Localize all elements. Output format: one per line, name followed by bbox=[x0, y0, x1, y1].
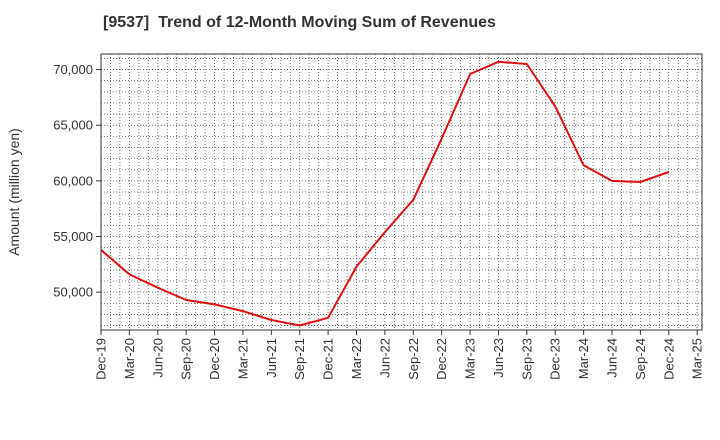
x-tick-label: Dec-23 bbox=[548, 338, 563, 380]
x-tick-label: Mar-24 bbox=[576, 338, 591, 379]
x-tick-label: Mar-22 bbox=[349, 338, 364, 379]
grid-lines bbox=[101, 54, 702, 330]
x-tick-label: Dec-19 bbox=[94, 338, 109, 380]
series-line bbox=[100, 60, 670, 327]
x-tick-label: Dec-22 bbox=[434, 338, 449, 380]
x-tick-label: Sep-24 bbox=[633, 338, 648, 380]
x-tick-label: Jun-21 bbox=[264, 338, 279, 378]
x-tick-label: Mar-25 bbox=[690, 338, 705, 379]
chart-title: [9537] Trend of 12-Month Moving Sum of R… bbox=[103, 14, 496, 31]
plot-area-frame bbox=[100, 53, 703, 331]
x-tick-label: Mar-21 bbox=[235, 338, 250, 379]
y-tick-label: 50,000 bbox=[53, 285, 93, 300]
x-tick-label: Jun-24 bbox=[605, 338, 620, 378]
x-tick-label: Mar-23 bbox=[463, 338, 478, 379]
x-tick-label: Jun-22 bbox=[377, 338, 392, 378]
x-tick-label: Jun-23 bbox=[491, 338, 506, 378]
x-tick-label: Mar-20 bbox=[122, 338, 137, 379]
y-tick-label: 70,000 bbox=[53, 62, 93, 77]
y-tick-label: 65,000 bbox=[53, 118, 93, 133]
x-tick-label: Dec-24 bbox=[661, 338, 676, 380]
series-layer bbox=[100, 60, 670, 327]
x-tick-label: Sep-22 bbox=[406, 338, 421, 380]
x-tick-label: Jun-20 bbox=[150, 338, 165, 378]
x-tick-label: Dec-21 bbox=[321, 338, 336, 380]
x-axis-ticks: Dec-19 Mar-20 Jun-20 Sep-20 Dec-20 Mar-21 Jun-… bbox=[94, 330, 705, 380]
x-tick-label: Sep-23 bbox=[519, 338, 534, 380]
x-tick-label: Sep-21 bbox=[292, 338, 307, 380]
x-tick-label: Dec-20 bbox=[207, 338, 222, 380]
y-axis-ticks: 50,000 55,000 60,000 65,000 70,000 bbox=[53, 62, 101, 300]
y-tick-label: 60,000 bbox=[53, 173, 93, 188]
y-axis-title: Amount (million yen) bbox=[6, 128, 22, 256]
x-tick-label: Sep-20 bbox=[179, 338, 194, 380]
y-tick-label: 55,000 bbox=[53, 229, 93, 244]
